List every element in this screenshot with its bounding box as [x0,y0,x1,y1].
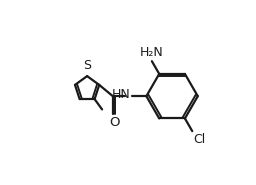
Text: Cl: Cl [194,133,206,146]
Text: S: S [83,59,91,72]
Text: H₂N: H₂N [140,46,164,59]
Text: O: O [109,116,119,129]
Text: HN: HN [111,88,130,101]
